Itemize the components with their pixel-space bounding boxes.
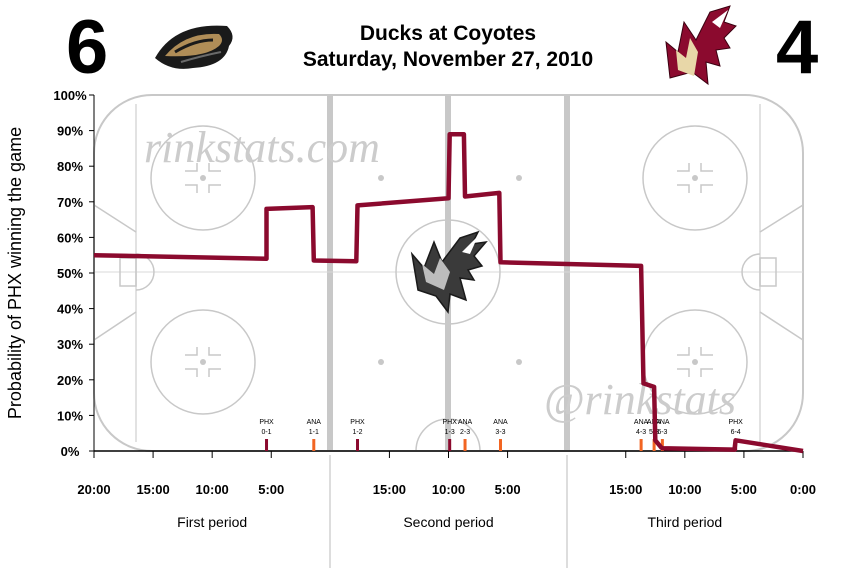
goal-marker: [265, 439, 269, 451]
y-tick-label: 50%: [57, 266, 83, 281]
goal-marker: [312, 439, 316, 451]
goal-score-label: 3-3: [495, 429, 505, 436]
goal-team-label: PHX: [350, 419, 365, 426]
period-label: First period: [177, 514, 247, 530]
watermark-bottom: @rinkstats: [544, 375, 736, 424]
x-tick-label: 15:00: [373, 482, 406, 497]
coyotes-logo-icon: [665, 5, 737, 86]
goal-score-label: 1-3: [445, 429, 455, 436]
goal-team-label: ANA: [634, 419, 649, 426]
goal-marker: [463, 439, 467, 451]
y-tick-label: 70%: [57, 195, 83, 210]
faceoff-circle: [150, 125, 256, 231]
y-tick-label: 30%: [57, 337, 83, 352]
y-tick-label: 60%: [57, 230, 83, 245]
goal-team-label: ANA: [493, 419, 508, 426]
y-tick-label: 40%: [57, 302, 83, 317]
x-tick-label: 0:00: [790, 482, 816, 497]
ducks-logo-icon: [155, 25, 233, 69]
goal-marker: [639, 439, 643, 451]
x-tick-label: 15:00: [609, 482, 642, 497]
crease-right: [741, 253, 761, 291]
y-tick-label: 20%: [57, 373, 83, 388]
goal-score-label: 4-3: [636, 429, 646, 436]
goal-team-label: PHX: [259, 419, 274, 426]
faceoff-dot: [378, 359, 384, 365]
goal-score-label: 6-4: [731, 429, 741, 436]
coyote-head-icon: [410, 230, 488, 314]
goal-team-label: PHX: [442, 419, 457, 426]
faceoff-circle: [150, 309, 256, 415]
y-tick-label: 0%: [61, 444, 80, 459]
goal-score-label: 0-1: [261, 429, 271, 436]
x-tick-label: 20:00: [77, 482, 110, 497]
goal-score-label: 6-3: [657, 429, 667, 436]
faceoff-dot: [200, 175, 206, 181]
away-score: 6: [66, 5, 109, 90]
faceoff-dot: [692, 359, 698, 365]
home-score: 4: [776, 5, 819, 90]
period-label: Second period: [403, 514, 493, 530]
goal-score-label: 1-1: [309, 429, 319, 436]
goal-team-label: PHX: [728, 419, 743, 426]
y-tick-label: 80%: [57, 159, 83, 174]
faceoff-dot: [378, 175, 384, 181]
goal-team-label: ANA: [458, 419, 473, 426]
chart-title: Ducks at Coyotes: [359, 22, 537, 45]
x-tick-label: 5:00: [258, 482, 284, 497]
goal-right: [759, 257, 777, 287]
referee-crease: [415, 418, 481, 452]
faceoff-dot: [516, 175, 522, 181]
faceoff-dot: [516, 359, 522, 365]
x-tick-label: 15:00: [136, 482, 169, 497]
y-axis-label: Probability of PHX winning the game: [5, 127, 25, 419]
x-tick-label: 5:00: [731, 482, 757, 497]
faceoff-dot: [200, 359, 206, 365]
goal-score-label: 2-3: [460, 429, 470, 436]
faceoff-circle: [642, 125, 748, 231]
blue-line-left: [327, 95, 333, 451]
faceoff-dot: [692, 175, 698, 181]
goal-team-label: ANA: [307, 419, 322, 426]
period-label: Third period: [647, 514, 722, 530]
x-tick-label: 10:00: [432, 482, 465, 497]
y-tick-label: 10%: [57, 408, 83, 423]
goal-marker: [660, 439, 664, 451]
win-probability-line: [93, 131, 804, 454]
x-tick-label: 5:00: [495, 482, 521, 497]
watermark-top: rinkstats.com: [144, 123, 380, 172]
goal-score-label: 1-2: [352, 429, 362, 436]
hash-marks: [93, 163, 804, 377]
chart-subtitle: Saturday, November 27, 2010: [302, 48, 594, 71]
goal-marker: [498, 439, 502, 451]
x-tick-label: 10:00: [196, 482, 229, 497]
y-tick-label: 90%: [57, 124, 83, 139]
goal-marker: [356, 439, 360, 451]
blue-line-right: [564, 95, 570, 451]
goal-team-label: ANA: [655, 419, 670, 426]
goal-marker: [448, 439, 452, 451]
center-circle: [395, 219, 501, 325]
y-tick-label: 100%: [53, 88, 87, 103]
x-tick-label: 10:00: [668, 482, 701, 497]
goal-marker: [652, 439, 656, 451]
